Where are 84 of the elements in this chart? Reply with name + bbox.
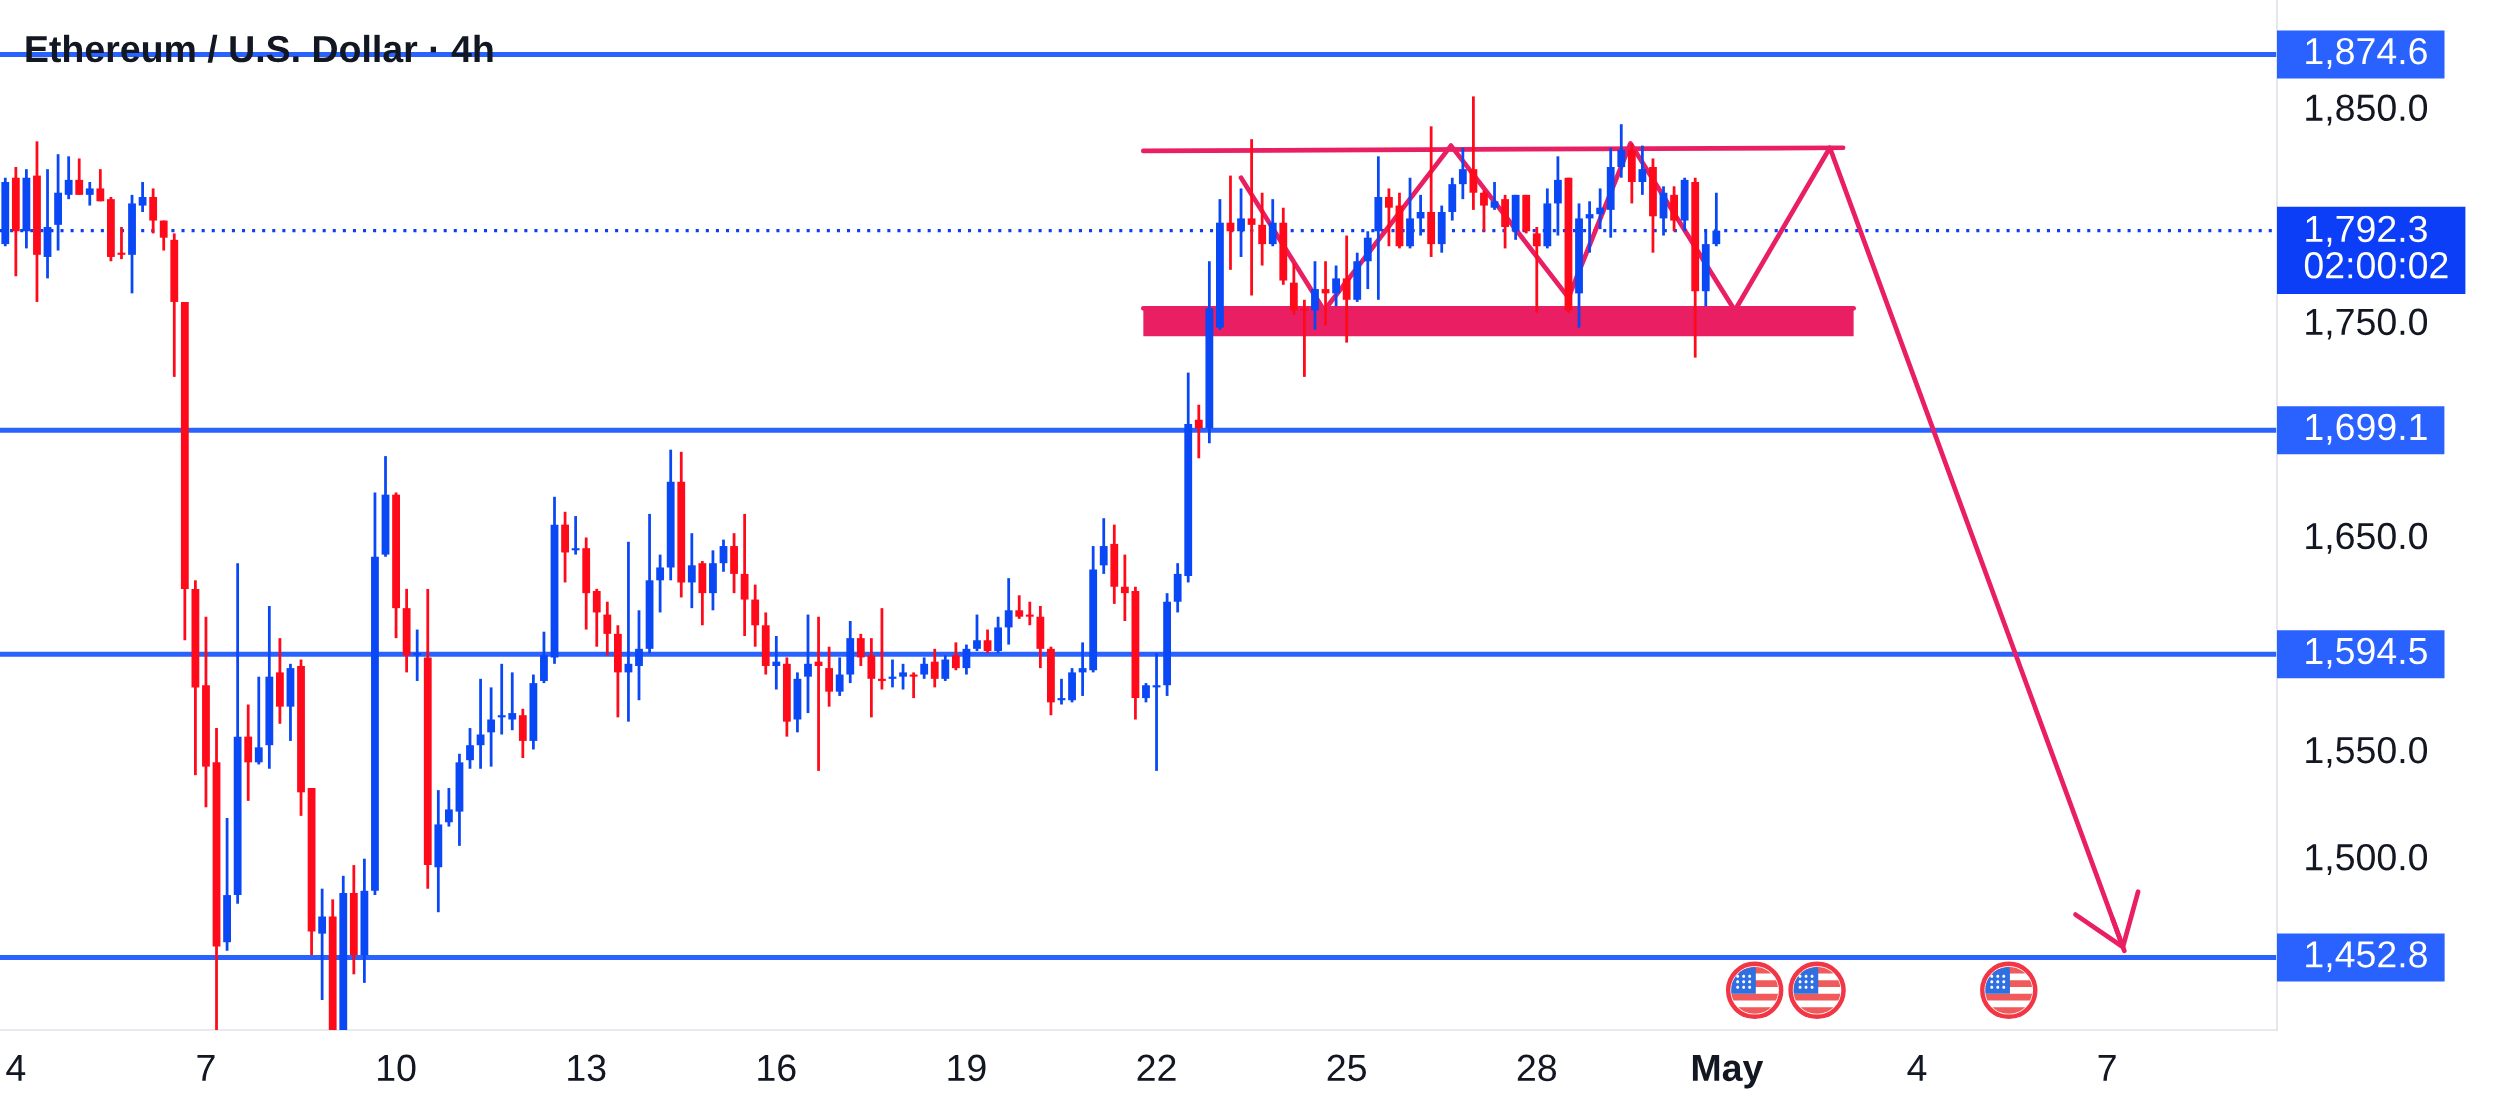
candlestick bbox=[941, 653, 950, 683]
candlestick bbox=[1363, 229, 1372, 291]
ref-line-label: 1,699.1 bbox=[2306, 413, 2427, 445]
candlestick bbox=[1004, 576, 1013, 646]
x-tick-label: 22 bbox=[1137, 1054, 1176, 1081]
candlestick bbox=[1342, 234, 1351, 345]
x-tick-label: 4 bbox=[6, 1054, 26, 1081]
candlestick bbox=[138, 180, 147, 214]
candlestick bbox=[835, 656, 844, 698]
candlestick bbox=[476, 677, 485, 771]
candlestick bbox=[466, 726, 474, 771]
candlestick bbox=[413, 628, 422, 683]
candlestick bbox=[983, 628, 992, 655]
ref-line-label: 1,792.3 02:00:02 bbox=[2304, 215, 2448, 279]
x-tick-label: 16 bbox=[758, 1054, 796, 1082]
candlestick bbox=[1490, 180, 1499, 212]
candlestick bbox=[804, 613, 812, 715]
candlestick bbox=[772, 634, 781, 691]
x-tick-label: 7 bbox=[197, 1054, 215, 1081]
x-tick-label: 4 bbox=[1907, 1054, 1927, 1081]
candlestick bbox=[687, 531, 696, 610]
candlestick bbox=[571, 514, 580, 557]
candlestick bbox=[1596, 187, 1605, 231]
x-tick-label: May bbox=[1692, 1054, 1764, 1089]
candlestick bbox=[1258, 191, 1267, 267]
candlestick bbox=[318, 887, 327, 1002]
candlestick bbox=[1025, 600, 1034, 627]
candlestick bbox=[85, 180, 94, 207]
candlestick bbox=[1268, 197, 1277, 248]
x-tick-label: 7 bbox=[2098, 1054, 2116, 1081]
candlestick bbox=[64, 154, 73, 201]
candlestick bbox=[951, 641, 960, 672]
candlestick bbox=[508, 671, 517, 732]
ref-line-label: 1,874.6 bbox=[2306, 37, 2427, 69]
candlestick bbox=[973, 613, 981, 653]
candlestick bbox=[1458, 146, 1467, 201]
candlestick bbox=[497, 662, 506, 736]
candlestick bbox=[909, 671, 918, 700]
candlestick bbox=[1247, 137, 1256, 297]
candlestick bbox=[1332, 264, 1341, 308]
candlestick bbox=[1385, 187, 1393, 248]
x-tick-label: 10 bbox=[378, 1054, 416, 1082]
candlestick bbox=[635, 608, 643, 702]
ref-line-label: 1,594.5 bbox=[2306, 637, 2427, 669]
candlestick bbox=[1480, 189, 1488, 233]
y-tick-label: 1,550.0 bbox=[2306, 736, 2428, 768]
x-tick-label: 25 bbox=[1327, 1054, 1366, 1082]
candlestick bbox=[592, 587, 601, 649]
candlestick bbox=[254, 675, 263, 766]
candlestick bbox=[920, 656, 929, 681]
x-tick-label: 28 bbox=[1517, 1054, 1556, 1082]
candlestick bbox=[75, 157, 84, 197]
ref-line-label: 1,452.8 bbox=[2306, 941, 2427, 973]
candlestick bbox=[1617, 122, 1626, 180]
candlestick bbox=[1194, 403, 1203, 460]
x-tick-label: 19 bbox=[948, 1054, 986, 1082]
candlestick bbox=[444, 786, 453, 828]
candlestick bbox=[1469, 94, 1478, 212]
candlestick bbox=[656, 553, 665, 614]
y-tick-label: 1,500.0 bbox=[2306, 843, 2428, 875]
candlestick bbox=[1120, 553, 1129, 623]
candlestick bbox=[856, 632, 865, 668]
candlestick bbox=[1638, 144, 1647, 197]
candlestick bbox=[1532, 225, 1541, 315]
candlestick bbox=[1078, 641, 1087, 698]
candlestick bbox=[899, 662, 907, 691]
candlestick bbox=[159, 219, 168, 252]
candlestick bbox=[1015, 593, 1024, 621]
candlestick bbox=[603, 600, 612, 657]
y-tick-label: 1,750.0 bbox=[2306, 308, 2428, 340]
x-tick-label: 13 bbox=[568, 1054, 606, 1082]
candlestick bbox=[1142, 681, 1150, 704]
candlestick bbox=[149, 187, 158, 235]
candlestick bbox=[878, 606, 886, 691]
candlestick bbox=[994, 615, 1003, 655]
candlestick bbox=[1311, 259, 1319, 332]
candlestick bbox=[825, 645, 834, 709]
candlestick bbox=[487, 685, 496, 768]
candlestick bbox=[1099, 516, 1108, 576]
candlestick bbox=[96, 167, 105, 203]
y-tick-label: 1,850.0 bbox=[2306, 94, 2428, 126]
candlestick bbox=[930, 647, 939, 689]
candlestick bbox=[867, 636, 876, 719]
y-tick-label: 1,650.0 bbox=[2306, 522, 2428, 554]
